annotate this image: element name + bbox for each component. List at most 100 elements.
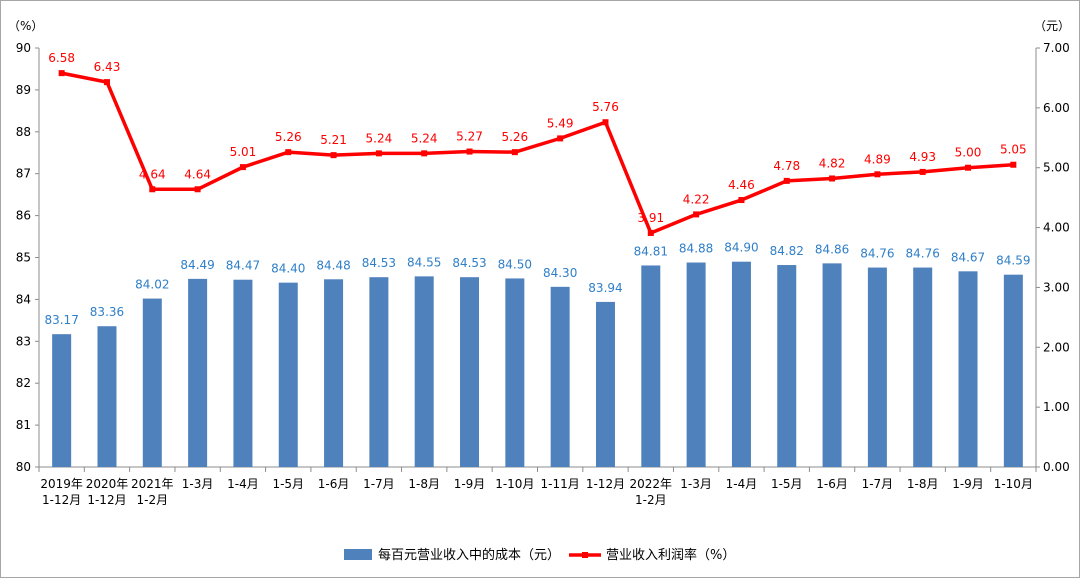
legend-line-label: 营业收入利润率（%） [606,547,735,563]
left-tick-label: 84 [16,292,31,306]
category-label: 1-3月 [182,477,214,491]
left-tick-label: 85 [16,251,31,265]
bar [52,334,72,467]
line-data-label: 5.76 [592,100,619,114]
line-marker [919,168,926,175]
line-marker [239,164,246,171]
profit-rate-line [61,71,1014,235]
line-marker [466,148,473,155]
category-label: 2019年 [40,477,83,491]
bar [913,267,933,467]
line-data-label: 5.01 [230,145,257,159]
line-data-label: 4.46 [728,178,755,192]
category-label: 1-4月 [227,477,259,491]
category-label: 1-12月 [42,493,81,507]
line-marker [194,186,201,193]
line-data-label: 5.26 [501,130,528,144]
bar-data-label: 84.30 [543,266,577,280]
line-data-label: 4.93 [909,150,936,164]
right-tick-label: 7.00 [1043,41,1070,55]
right-tick-label: 6.00 [1043,101,1070,115]
line-marker [103,79,110,86]
category-label: 1-10月 [495,477,534,491]
bar [641,265,661,467]
category-label: 1-7月 [862,477,894,491]
category-label: 1-9月 [454,477,486,491]
line-marker [738,197,745,204]
legend-bar-swatch [344,549,372,560]
bar [324,279,344,467]
left-tick-label: 83 [16,334,31,348]
line-marker [783,177,790,184]
right-tick-label: 3.00 [1043,280,1070,294]
right-tick-label: 2.00 [1043,340,1070,354]
category-label: 1-2月 [635,493,667,507]
line-data-label: 5.49 [547,116,574,130]
line-marker [874,171,881,178]
line-marker [693,211,700,218]
left-tick-label: 86 [16,209,31,223]
category-label: 1-5月 [771,477,803,491]
bar [1003,274,1023,467]
line-marker [1010,161,1017,168]
line-marker [375,150,382,157]
bar [188,278,208,467]
left-tick-label: 89 [16,83,31,97]
bar [731,261,751,467]
line-data-label: 6.43 [94,60,121,74]
category-label: 1-12月 [87,493,126,507]
line-data-label: 4.78 [773,159,800,173]
left-tick-label: 90 [16,41,31,55]
line-marker [557,135,564,142]
line-marker [285,149,292,156]
category-label: 1-6月 [816,477,848,491]
bar-data-label: 84.88 [679,242,713,256]
bar-data-label: 83.94 [588,281,622,295]
right-axis-unit: （元） [1034,19,1070,33]
category-label: 1-11月 [541,477,580,491]
line-marker [330,152,337,159]
line-data-label: 4.64 [184,167,211,181]
bar-data-label: 84.76 [860,247,894,261]
category-label: 1-2月 [136,493,168,507]
bar-data-label: 84.50 [498,257,532,271]
left-tick-label: 82 [16,376,31,390]
category-label: 1-6月 [318,477,350,491]
left-tick-label: 88 [16,125,31,139]
line-marker [421,150,428,157]
bar-data-label: 84.82 [770,244,804,258]
line-marker [647,229,654,236]
bar-data-label: 84.81 [634,244,668,258]
bar-data-label: 84.67 [951,250,985,264]
right-tick-label: 4.00 [1043,221,1070,235]
legend-line-marker [582,552,588,558]
line-data-label: 6.58 [48,51,75,65]
bar-data-label: 84.53 [362,256,396,270]
bar-data-label: 83.17 [44,313,78,327]
line-data-label: 4.89 [864,152,891,166]
category-label: 2020年 [86,477,129,491]
bar-data-label: 84.49 [180,258,214,272]
line-marker [149,186,156,193]
bar-data-label: 84.53 [452,256,486,270]
left-axis-unit: （%） [8,19,43,33]
category-label: 1-7月 [363,477,395,491]
left-tick-label: 81 [16,418,31,432]
category-label: 1-3月 [680,477,712,491]
bar [505,278,525,467]
category-label: 1-9月 [952,477,984,491]
bar [233,279,253,467]
category-label: 1-8月 [408,477,440,491]
bar [958,271,978,467]
category-label: 1-10月 [994,477,1033,491]
bar-data-label: 83.36 [90,305,124,319]
right-tick-label: 0.00 [1043,460,1070,474]
line-data-label: 5.24 [366,131,393,145]
bar [414,276,434,467]
bar [822,263,842,467]
line-marker [602,119,609,126]
bar [686,262,706,467]
left-tick-label: 87 [16,167,31,181]
